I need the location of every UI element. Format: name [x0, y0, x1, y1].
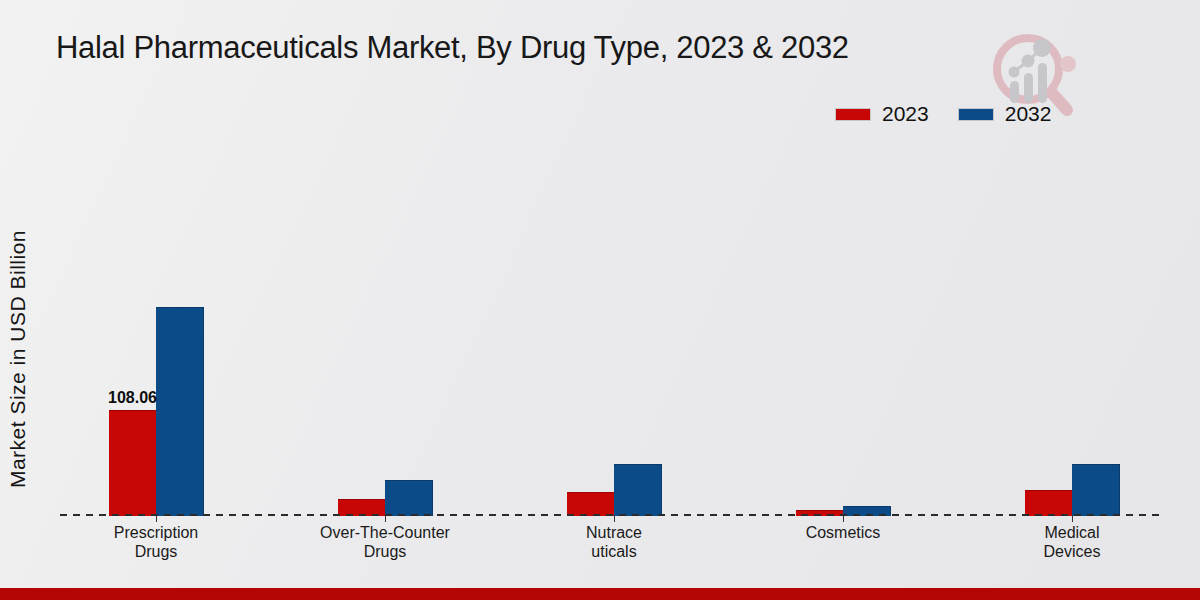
plot-area: Prescription Drugs Over-The-Counter Drugs… — [0, 0, 1200, 600]
x-axis-tick-over-the-counter-drugs — [385, 516, 386, 522]
bar-2023-prescription-drugs — [109, 410, 156, 516]
bar-2023-nutraceuticals — [567, 492, 614, 516]
bar-2032-nutraceuticals — [614, 464, 662, 516]
chart-canvas: Halal Pharmaceuticals Market, By Drug Ty… — [0, 0, 1200, 600]
x-axis-label-nutraceuticals: Nutrace uticals — [522, 523, 706, 561]
bar-2023-medical-devices — [1025, 490, 1072, 516]
x-axis-tick-prescription-drugs — [156, 516, 157, 522]
bar-2032-prescription-drugs — [156, 307, 204, 516]
x-axis-tick-cosmetics — [843, 516, 844, 522]
data-label-2023-prescription-drugs: 108.06 — [73, 389, 193, 407]
x-axis-tick-medical-devices — [1072, 516, 1073, 522]
x-axis-label-prescription-drugs: Prescription Drugs — [64, 523, 248, 561]
zero-baseline — [60, 514, 1160, 516]
footer-accent-bar — [0, 588, 1200, 600]
bar-2032-medical-devices — [1072, 464, 1120, 516]
bar-2032-over-the-counter-drugs — [385, 480, 433, 516]
x-axis-label-cosmetics: Cosmetics — [751, 523, 935, 542]
x-axis-tick-nutraceuticals — [614, 516, 615, 522]
x-axis-label-medical-devices: Medical Devices — [980, 523, 1164, 561]
x-axis-label-over-the-counter-drugs: Over-The-Counter Drugs — [293, 523, 477, 561]
